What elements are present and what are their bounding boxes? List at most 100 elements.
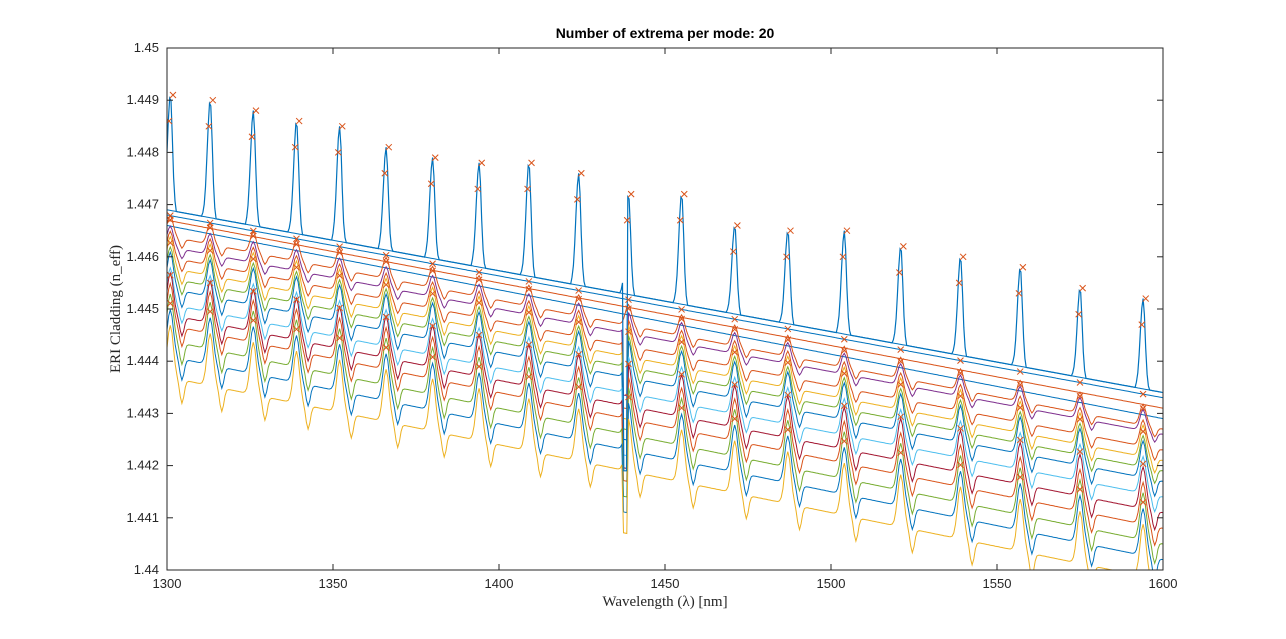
x-tick-label: 1600 (1149, 576, 1178, 591)
extremum-marker (249, 227, 257, 235)
extremum-marker (734, 222, 741, 229)
extremum-marker (680, 190, 688, 198)
extremum-marker (293, 325, 300, 333)
plot-area (167, 91, 1163, 570)
extremum-marker (783, 253, 790, 261)
y-tick-label: 1.44 (134, 562, 159, 577)
extremum-marker (1016, 436, 1024, 444)
extremum-marker (625, 393, 632, 401)
extremum-marker (249, 255, 257, 263)
extremum-marker (382, 313, 390, 321)
extremum-marker (839, 253, 847, 261)
x-tick-label: 1450 (651, 576, 680, 591)
extremum-marker (1079, 284, 1087, 292)
extremum-marker (784, 359, 792, 366)
extremum-marker (678, 315, 685, 323)
extremum-marker (209, 96, 217, 104)
y-axis-label-text: ERI Cladding (n_eff) (108, 245, 124, 373)
y-tick-label: 1.443 (126, 405, 159, 420)
extremum-marker (627, 190, 635, 198)
extremum-marker (525, 286, 533, 293)
marker-layer (167, 91, 1150, 506)
extremum-marker (1139, 428, 1147, 435)
extremum-marker (840, 402, 848, 410)
y-tick-label: 1.441 (126, 510, 159, 525)
extremum-marker (840, 335, 848, 343)
series-line (167, 293, 1163, 566)
extremum-marker (575, 383, 583, 391)
extremum-marker (897, 413, 905, 421)
extremum-marker (382, 344, 390, 351)
series-layer (167, 95, 1163, 570)
extremum-marker (475, 299, 483, 307)
extremum-marker (959, 253, 967, 261)
extremum-marker (575, 287, 583, 294)
axes-box (166, 47, 1164, 571)
extremum-marker (573, 196, 581, 203)
extremum-marker (206, 279, 214, 287)
extremum-marker (475, 268, 483, 276)
extremum-marker (625, 305, 632, 313)
extremum-marker (252, 107, 260, 114)
extremum-marker (206, 308, 214, 315)
extremum-marker (475, 276, 483, 284)
extremum-marker (625, 296, 632, 304)
extremum-marker (291, 143, 299, 151)
x-tick-label: 1500 (817, 576, 846, 591)
extremum-marker (900, 243, 907, 250)
extremum-marker (1138, 321, 1146, 329)
extremum-marker (206, 224, 214, 231)
chart-title: Number of extrema per mode: 20 (556, 25, 775, 41)
extremum-marker (382, 251, 390, 259)
extremum-marker (167, 271, 174, 279)
extremum-marker (249, 232, 257, 240)
extremum-marker (525, 278, 533, 285)
extremum-marker (334, 149, 342, 156)
extremum-marker (957, 357, 964, 364)
extremum-marker (625, 360, 632, 368)
extremum-marker (338, 122, 346, 130)
extremum-marker (167, 239, 174, 247)
extremum-marker (625, 328, 632, 336)
y-axis-label: ERI Cladding (n_eff) (108, 245, 124, 373)
extremum-marker (575, 318, 583, 326)
extremum-marker (528, 159, 535, 167)
extremum-marker (1076, 448, 1084, 455)
main-peak-series-line (167, 95, 1162, 472)
extremum-marker (429, 260, 436, 268)
extremum-marker (897, 346, 905, 353)
series-line (167, 325, 1150, 570)
extremum-marker (293, 263, 300, 271)
extremum-marker (336, 334, 343, 342)
extremum-marker (1076, 485, 1084, 493)
extremum-marker (1075, 310, 1083, 318)
x-tick-label: 1300 (153, 576, 182, 591)
series-line (167, 219, 1163, 409)
extremum-marker (1016, 381, 1024, 389)
y-tick-label: 1.444 (126, 353, 159, 368)
extremum-marker (843, 227, 851, 235)
extremum-marker (957, 369, 964, 377)
extremum-marker (206, 247, 214, 254)
extremum-marker (678, 404, 685, 412)
extremum-marker (293, 240, 300, 248)
series-line (167, 309, 1163, 570)
extremum-marker (957, 461, 964, 469)
extremum-marker (1016, 368, 1024, 375)
extremum-marker (1019, 263, 1027, 271)
extremum-marker (1076, 392, 1084, 400)
extremum-marker (167, 117, 173, 125)
extremum-marker (731, 325, 739, 333)
extremum-marker (336, 243, 343, 251)
extremum-marker (205, 122, 213, 130)
series-line (167, 225, 1163, 420)
extremum-marker (336, 272, 343, 280)
extremum-marker (575, 351, 583, 358)
extremum-marker (1016, 473, 1024, 481)
extremum-marker (385, 143, 393, 151)
extremum-marker (1076, 415, 1084, 423)
series-line (167, 235, 1163, 475)
x-tick-label: 1350 (319, 576, 348, 591)
extremum-marker (167, 300, 174, 307)
